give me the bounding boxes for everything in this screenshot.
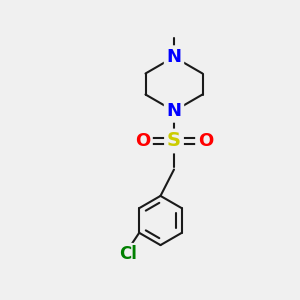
Text: O: O: [135, 132, 150, 150]
Text: S: S: [167, 131, 181, 151]
Text: O: O: [198, 132, 213, 150]
Text: N: N: [167, 48, 182, 66]
Text: Cl: Cl: [119, 245, 137, 263]
Text: N: N: [167, 102, 182, 120]
